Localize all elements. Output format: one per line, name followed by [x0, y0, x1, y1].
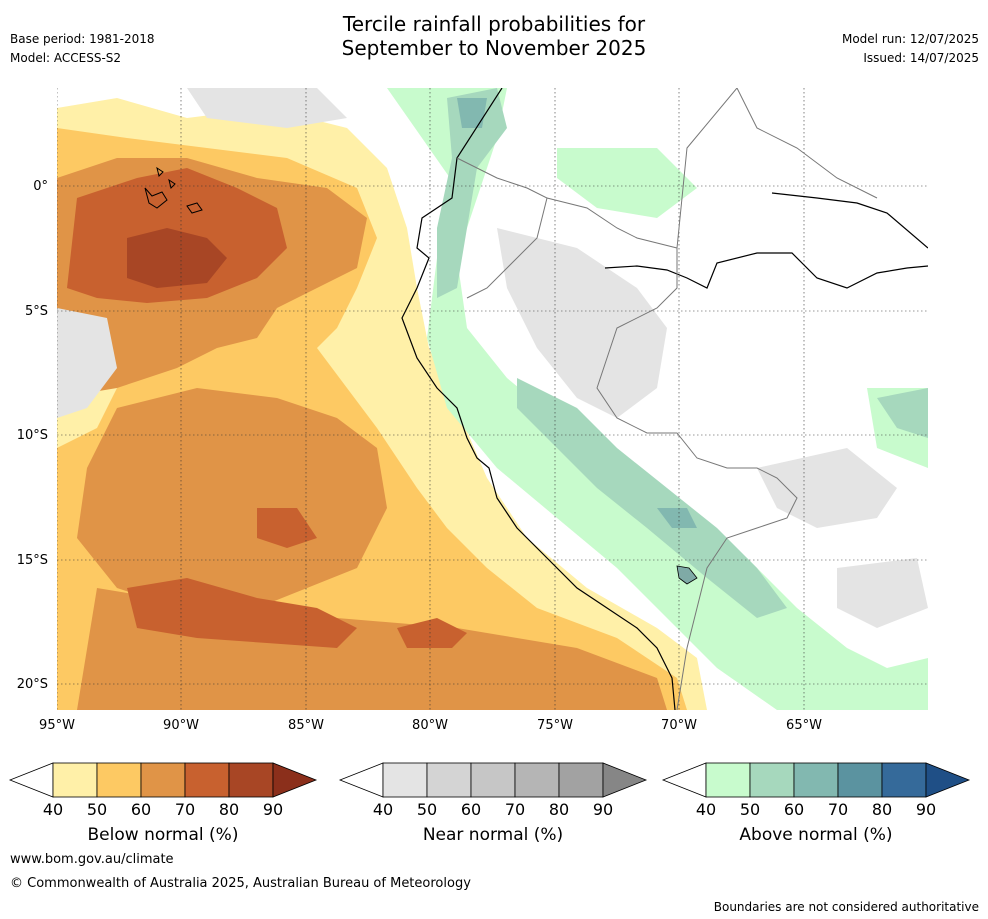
- coastline: [401, 88, 676, 710]
- page-title: Tercile rainfall probabilities for Septe…: [0, 12, 988, 60]
- title-line-2: September to November 2025: [341, 36, 647, 60]
- colorbar-near-label: Near normal (%): [422, 825, 564, 845]
- colorbar-below-swatch-40: [52, 762, 98, 798]
- lon-label-85w: 85°W: [288, 718, 324, 733]
- base-period: Base period: 1981-2018: [10, 32, 155, 46]
- rainfall-probability-map: [57, 88, 928, 710]
- colorbar-above-tick-50: 50: [739, 800, 761, 819]
- colorbar-near-swatch-80: [558, 762, 604, 798]
- colorbar-above-extend-min: [661, 762, 707, 798]
- lon-label-90w: 90°W: [163, 718, 199, 733]
- country-borders: [456, 88, 878, 710]
- lon-label-95w: 95°W: [39, 718, 75, 733]
- graticule: [57, 88, 928, 710]
- colorbar-above-extend-max: [925, 762, 971, 798]
- colorbar-near-tick-40: 40: [372, 800, 394, 819]
- colorbar-above-swatch-70: [837, 762, 883, 798]
- colorbar-below-extend-max: [272, 762, 318, 798]
- colorbar-below-tick-70: 70: [174, 800, 196, 819]
- lat-label-20s: 20°S: [16, 677, 48, 692]
- colorbar-below-label: Below normal (%): [87, 825, 239, 845]
- title-line-1: Tercile rainfall probabilities for: [342, 12, 646, 36]
- colorbar-near-tick-50: 50: [416, 800, 438, 819]
- colorbar-below-tick-40: 40: [42, 800, 64, 819]
- colorbar-near-swatch-40: [382, 762, 428, 798]
- colorbar-above-swatch-40: [705, 762, 751, 798]
- colorbar-above-swatch-50: [749, 762, 795, 798]
- lat-label-5s: 5°S: [24, 304, 48, 319]
- colorbar-above-swatch-80: [881, 762, 927, 798]
- colorbar-above-label: Above normal (%): [739, 825, 893, 845]
- colorbar-below-swatch-50: [96, 762, 142, 798]
- colorbar-above-tick-90: 90: [915, 800, 937, 819]
- colorbar-below-extend-min: [8, 762, 54, 798]
- copyright-text: © Commonwealth of Australia 2025, Austra…: [10, 876, 471, 891]
- colorbar-legends: [8, 762, 971, 798]
- colorbar-near-extend-max: [602, 762, 648, 798]
- colorbar-below-tick-60: 60: [130, 800, 152, 819]
- issued-date: Issued: 14/07/2025: [863, 51, 979, 65]
- colorbar-near-normal: [338, 762, 648, 798]
- lat-label-15s: 15°S: [16, 553, 48, 568]
- galapagos-islands: [144, 166, 203, 214]
- boundary-disclaimer: Boundaries are not considered authoritat…: [713, 900, 979, 914]
- colorbar-near-extend-min: [338, 762, 384, 798]
- colorbar-below-tick-50: 50: [86, 800, 108, 819]
- colorbar-near-swatch-50: [426, 762, 472, 798]
- lon-label-65w: 65°W: [786, 718, 822, 733]
- near-normal-region: [57, 88, 928, 628]
- colorbar-above-swatch-60: [793, 762, 839, 798]
- map-panel: [57, 88, 928, 710]
- colorbar-below-normal: [8, 762, 318, 798]
- colorbar-below-swatch-70: [184, 762, 230, 798]
- colorbar-above-normal: [661, 762, 971, 798]
- above-normal-region-40: [387, 88, 928, 710]
- amazon-river: [604, 192, 928, 289]
- below-normal-region-80: [127, 228, 227, 288]
- colorbar-above-tick-40: 40: [695, 800, 717, 819]
- below-normal-region-70: [67, 168, 467, 648]
- model-run-date: Model run: 12/07/2025: [841, 32, 979, 46]
- model-name: Model: ACCESS-S2: [10, 51, 122, 65]
- colorbar-below-tick-90: 90: [262, 800, 284, 819]
- lake-titicaca: [676, 565, 698, 585]
- lat-label-0: 0°: [33, 179, 48, 194]
- colorbar-near-swatch-70: [514, 762, 560, 798]
- colorbar-near-tick-80: 80: [548, 800, 570, 819]
- colorbar-above-tick-80: 80: [871, 800, 893, 819]
- colorbar-near-swatch-60: [470, 762, 516, 798]
- lon-label-75w: 75°W: [537, 718, 573, 733]
- colorbar-near-tick-90: 90: [592, 800, 614, 819]
- colorbar-below-tick-80: 80: [218, 800, 240, 819]
- lon-label-80w: 80°W: [412, 718, 448, 733]
- colorbar-near-tick-60: 60: [460, 800, 482, 819]
- colorbar-below-swatch-60: [140, 762, 186, 798]
- lon-label-70w: 70°W: [661, 718, 697, 733]
- colorbar-above-tick-70: 70: [827, 800, 849, 819]
- lat-label-10s: 10°S: [16, 428, 48, 443]
- colorbar-near-tick-70: 70: [504, 800, 526, 819]
- website-link[interactable]: www.bom.gov.au/climate: [10, 852, 174, 867]
- colorbar-below-swatch-80: [228, 762, 274, 798]
- colorbar-above-tick-60: 60: [783, 800, 805, 819]
